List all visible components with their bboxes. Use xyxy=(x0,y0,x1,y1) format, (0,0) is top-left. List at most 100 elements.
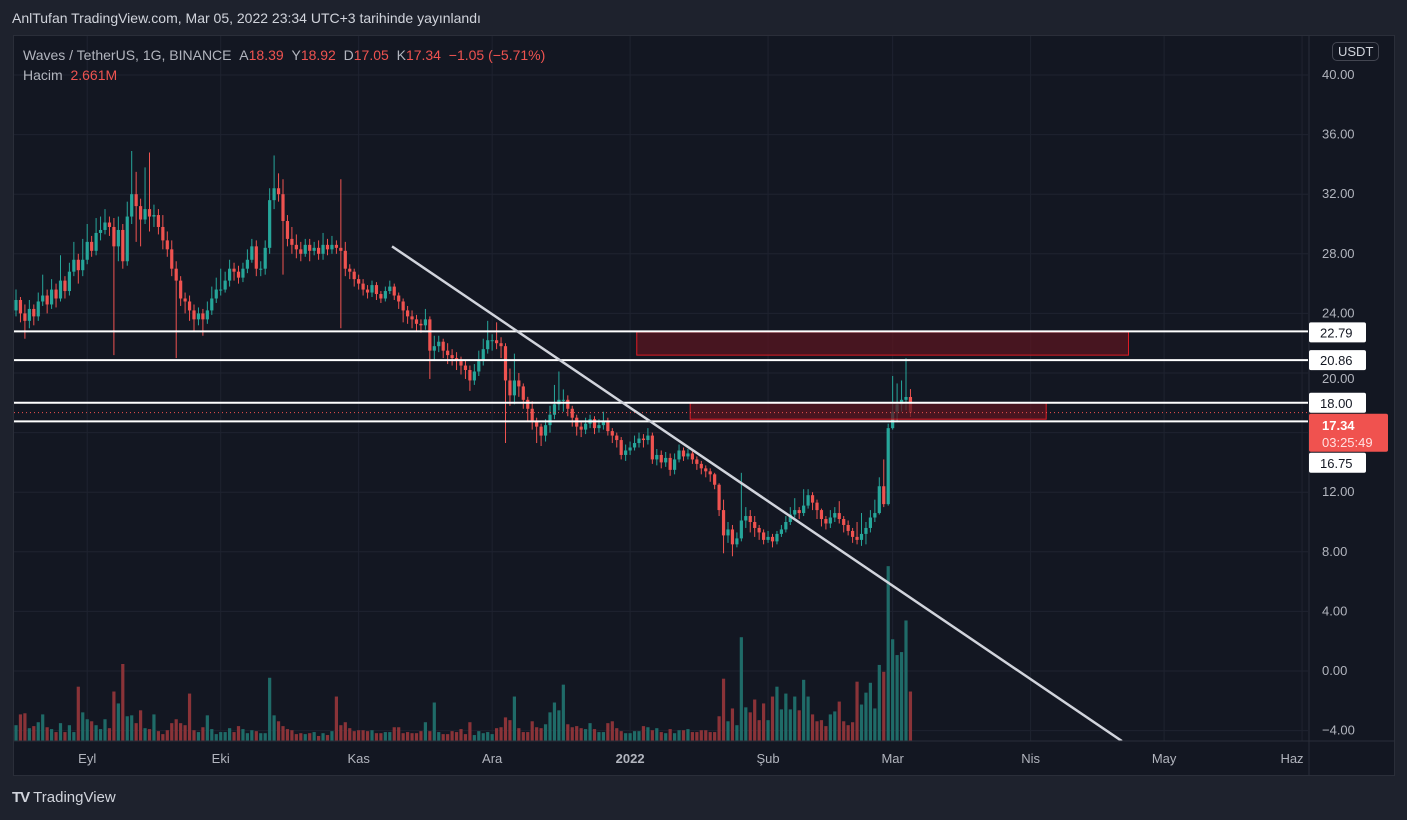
candle-body xyxy=(134,194,138,207)
volume-bar xyxy=(330,731,334,741)
price-tick-label: 12.00 xyxy=(1322,484,1355,499)
candle-body xyxy=(619,440,623,455)
time-tick-label: Mar xyxy=(881,751,904,766)
candle-body xyxy=(58,280,63,299)
candle-body xyxy=(499,343,503,347)
trendline xyxy=(391,245,1123,741)
volume-bar xyxy=(94,725,98,741)
candle-body xyxy=(606,420,610,432)
price-tick-label: 28.00 xyxy=(1322,246,1355,261)
candle-body xyxy=(601,420,605,426)
candle-body xyxy=(481,349,485,362)
volume-bar xyxy=(312,732,316,741)
price-axis[interactable]: 40.00 36.00 32.00 28.00 24.00 20.00 12.00 8.00 4… xyxy=(1322,67,1355,738)
resistance-zone xyxy=(636,331,1130,356)
candle-body xyxy=(815,502,819,511)
candle-body xyxy=(762,532,766,540)
volume-bar xyxy=(219,732,223,741)
volume-bar xyxy=(454,732,459,741)
legend-high-label: Y xyxy=(291,47,301,63)
candle-body xyxy=(668,457,672,470)
volume-bar xyxy=(196,732,201,741)
candle-body xyxy=(85,241,89,260)
volume-bar xyxy=(401,733,405,741)
volume-bar xyxy=(183,725,187,741)
volume-bar xyxy=(646,727,650,741)
candle-body xyxy=(14,299,18,311)
level-price-tag xyxy=(1309,392,1366,413)
candle-body xyxy=(285,221,290,239)
level-price-tag-label: 16.75 xyxy=(1320,456,1353,471)
volume-bar xyxy=(810,714,815,741)
candle-body xyxy=(303,244,307,254)
volume-bar xyxy=(41,714,45,741)
legend-close-label: K xyxy=(396,47,406,63)
candle-body xyxy=(259,268,263,270)
volume-bar xyxy=(250,730,254,741)
volume-bar xyxy=(650,730,654,741)
candle-body xyxy=(423,319,427,326)
candle-body xyxy=(432,346,436,351)
candle-body xyxy=(441,341,445,351)
volume-bar xyxy=(107,728,112,741)
volume-bar xyxy=(744,707,748,741)
volume-bar xyxy=(552,702,557,741)
candle-body xyxy=(886,428,890,505)
volume-bar xyxy=(343,722,347,741)
currency-button[interactable]: USDT xyxy=(1332,42,1380,61)
volume-bar xyxy=(308,733,312,741)
candle-body xyxy=(628,447,632,451)
legend-volume: 2.661M xyxy=(70,67,118,83)
time-axis[interactable]: Eyl Eki Kas Ara 2022 Şub Mar Nis May Haz xyxy=(78,751,1303,766)
volume-bar xyxy=(846,725,850,741)
candle-body xyxy=(472,371,476,381)
footer-brand[interactable]: TV TradingView xyxy=(12,789,116,806)
volume-bars xyxy=(14,566,913,741)
current-price-tag xyxy=(1309,413,1388,452)
candle-body xyxy=(686,453,690,457)
volume-bar xyxy=(179,723,183,741)
volume-bar xyxy=(788,709,792,741)
candle-body xyxy=(103,222,107,230)
level-price-tag-label: 18.00 xyxy=(1320,396,1353,411)
candle-body xyxy=(717,484,721,511)
candle-body xyxy=(179,280,183,299)
candle-body xyxy=(401,301,405,311)
candle-body xyxy=(107,222,112,227)
volume-bar xyxy=(76,686,80,741)
volume-bar xyxy=(815,721,819,741)
level-lines xyxy=(14,330,1308,423)
candle-body xyxy=(846,524,850,531)
volume-bar xyxy=(704,730,708,741)
candle-body xyxy=(263,247,267,269)
candle-body xyxy=(192,310,196,320)
volume-bar xyxy=(579,728,583,741)
volume-bar xyxy=(588,723,592,741)
volume-bar xyxy=(584,729,588,741)
legend-open: 18.39 xyxy=(248,47,284,63)
volume-bar xyxy=(130,715,134,741)
volume-bar xyxy=(165,730,169,741)
legend-volume-row: Hacim 2.661M xyxy=(23,65,545,85)
candle-body xyxy=(339,247,343,251)
candle-body xyxy=(379,294,383,299)
candle-body xyxy=(272,188,276,201)
candle-body xyxy=(183,298,187,302)
candle-body xyxy=(72,259,76,272)
candle-body xyxy=(437,341,441,347)
grid-lines xyxy=(14,36,1308,741)
volume-bar xyxy=(379,733,383,741)
candle-body xyxy=(779,529,783,534)
volume-bar xyxy=(895,655,899,741)
candle-body xyxy=(708,471,712,475)
volume-bar xyxy=(90,721,94,741)
candle-body xyxy=(54,289,58,299)
volume-bar xyxy=(770,696,775,741)
volume-bar xyxy=(103,719,107,741)
volume-bar xyxy=(432,702,436,741)
volume-bar xyxy=(530,721,534,741)
volume-bar xyxy=(147,729,152,741)
volume-bar xyxy=(655,728,659,741)
candle-body xyxy=(584,423,588,430)
